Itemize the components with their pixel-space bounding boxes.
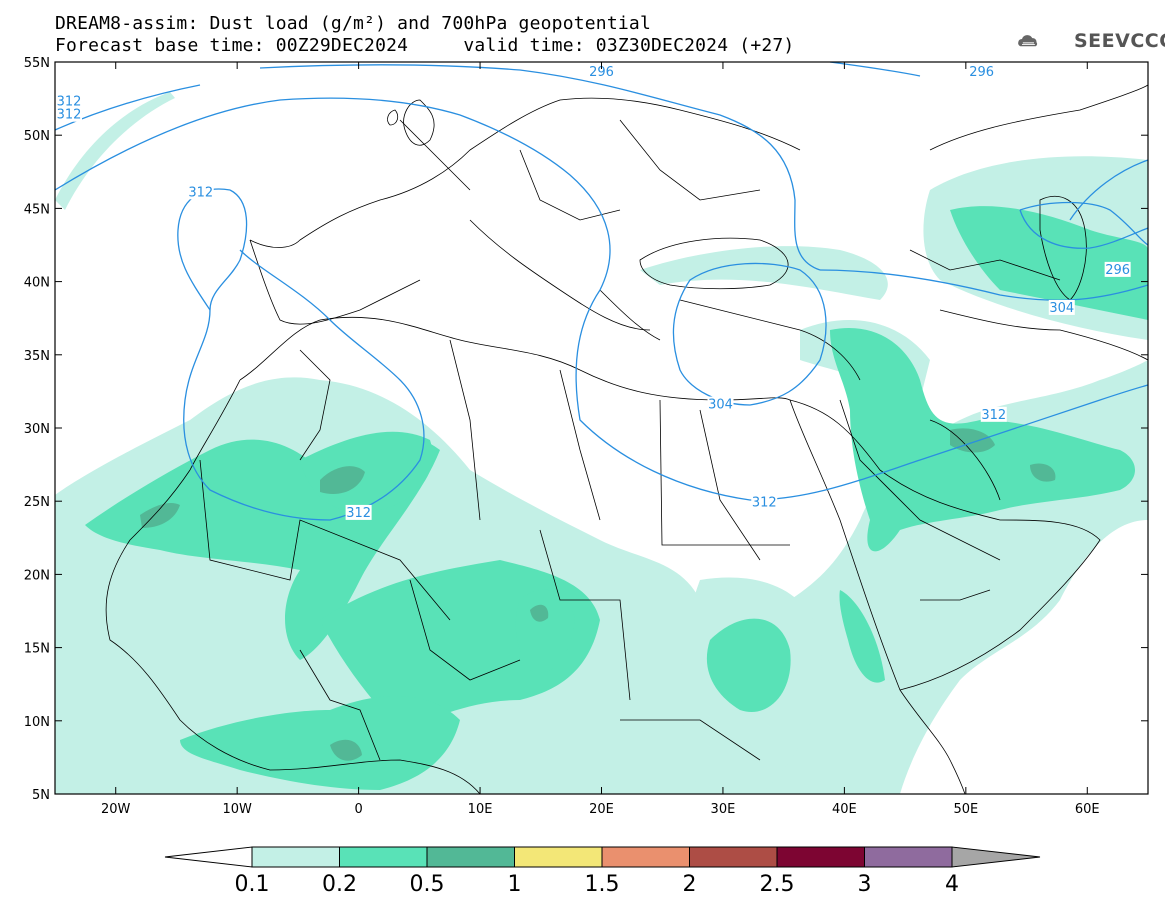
lat-tick-label: 40N [24,276,50,291]
contour-label-bg [56,93,82,109]
contour-label-bg [56,106,82,122]
colorbar-tick-label: 3 [858,872,872,897]
contour-label: 304 [708,398,733,413]
lon-tick-label: 40E [832,802,857,817]
latitude-axis: 55N 50N 45N 40N 35N 30N 25N 20N 15N 10N 5N [24,56,1148,803]
contour-label-bg [707,396,734,412]
contour-label-bg [1104,261,1131,277]
contour-label: 312 [57,108,82,123]
cloud-logo-icon [1018,35,1038,47]
longitude-axis: 20W 10W 0 10E 20E 30E 40E 50E 60E [101,62,1100,817]
contour-label: 312 [57,95,82,110]
colorbar-tick-label: 0.2 [322,872,357,897]
contour-label-bg [588,64,615,79]
colorbar-swatch [776,846,865,868]
lat-tick-label: 55N [24,56,50,71]
contour-label-bg [751,494,778,510]
lon-tick-label: 10W [222,802,252,817]
lon-tick-label: 50E [953,802,978,817]
lat-tick-label: 15N [24,642,50,657]
lat-tick-label: 30N [24,422,50,437]
lat-tick-label: 45N [24,202,50,217]
colorbar-tick-label: 1.5 [585,872,620,897]
colorbar-tick-label: 0.1 [235,872,270,897]
lon-tick-label: 10E [468,802,493,817]
lon-tick-label: 0 [354,802,362,817]
colorbar-under-triangle [164,846,253,868]
contour-label: 312 [188,185,213,200]
contour-label: 296 [969,65,994,80]
colorbar-swatch [689,846,778,868]
map-title: DREAM8-assim: Dust load (g/m²) and 700hP… [55,13,651,34]
lat-tick-label: 35N [24,349,50,364]
colorbar: 0.1 0.2 0.5 1 1.5 2 2.5 3 4 [164,846,1041,897]
lat-tick-label: 10N [24,715,50,730]
colorbar-swatch [426,846,515,868]
lat-tick-label: 25N [24,495,50,510]
lat-tick-label: 20N [24,568,50,583]
contour-label-bg [345,504,372,520]
colorbar-tick-label: 4 [945,872,959,897]
contour-label-bg [980,406,1007,422]
contour-label: 296 [589,65,614,80]
lon-tick-label: 30E [711,802,736,817]
contour-label: 312 [752,496,777,511]
dust-shading-layer [55,92,1148,794]
contour-label: 312 [981,408,1006,423]
contour-label: 312 [346,506,371,521]
colorbar-tick-label: 1 [508,872,522,897]
contour-label: 304 [1049,301,1074,316]
colorbar-tick-label: 2.5 [760,872,795,897]
contour-label-bg [968,64,995,79]
contour-label-bg [1048,299,1075,315]
colorbar-swatch [864,846,953,868]
coastlines-borders [105,84,1148,794]
lat-tick-label: 50N [24,129,50,144]
lon-tick-label: 20E [589,802,614,817]
colorbar-swatch [601,846,690,868]
lon-tick-label: 60E [1075,802,1100,817]
contour-label-bg [187,184,214,200]
colorbar-over-triangle [951,846,1041,868]
contour-label: 296 [1105,263,1130,278]
lat-tick-label: 5N [32,788,50,803]
colorbar-swatch [251,846,340,868]
colorbar-swatch [514,846,603,868]
seevccc-logo-text: SEEVCCC [1074,30,1165,52]
colorbar-tick-label: 2 [683,872,697,897]
colorbar-tick-label: 0.5 [410,872,445,897]
map-subtitle: Forecast base time: 00Z29DEC2024 valid t… [55,35,795,56]
colorbar-swatch [339,846,428,868]
lon-tick-label: 20W [101,802,131,817]
